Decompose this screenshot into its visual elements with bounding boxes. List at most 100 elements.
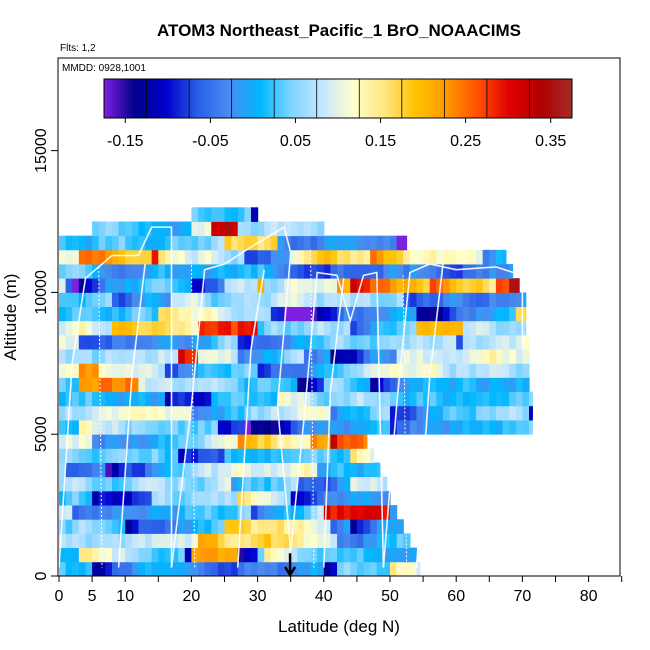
heatmap-cell [211, 278, 219, 293]
heatmap-cell [171, 462, 179, 478]
heatmap-cell [350, 533, 358, 549]
heatmap-cell [396, 420, 404, 435]
heatmap-cell [164, 377, 173, 393]
heatmap-cell [390, 292, 398, 307]
heatmap-cell [78, 519, 87, 534]
colorbar-segment [159, 79, 162, 118]
heatmap-cell [59, 448, 67, 463]
colorbar-segment [221, 79, 224, 118]
heatmap-cell [231, 420, 239, 435]
heatmap-cell [297, 462, 305, 478]
heatmap-cell [350, 519, 358, 534]
heatmap-cell [396, 561, 404, 577]
heatmap-cell [363, 235, 371, 251]
colorbar-segment [135, 79, 139, 118]
heatmap-cell [330, 405, 338, 421]
heatmap-cell [151, 420, 159, 435]
colorbar-segment [437, 79, 441, 118]
colorbar-segment [155, 79, 158, 118]
heatmap-cell [337, 363, 345, 378]
heatmap-cell [151, 519, 159, 534]
heatmap-cell [59, 434, 67, 449]
heatmap-cell [151, 448, 159, 463]
heatmap-cell [284, 420, 292, 435]
heatmap-cell [111, 434, 120, 449]
heatmap-cell [390, 363, 398, 378]
heatmap-cell [396, 334, 404, 350]
heatmap-cell [383, 249, 391, 265]
heatmap-cell [482, 420, 490, 435]
heatmap-cell [310, 519, 318, 534]
heatmap-cell [78, 377, 87, 393]
heatmap-cell [85, 349, 93, 364]
heatmap-cell [244, 434, 252, 449]
colorbar-segment [223, 79, 226, 118]
heatmap-cell [416, 363, 424, 378]
heatmap-cell [211, 420, 219, 435]
heatmap-cell [277, 448, 285, 463]
heatmap-cell [151, 405, 159, 421]
heatmap-cell [509, 320, 517, 336]
heatmap-cell [270, 547, 279, 563]
heatmap-cell [350, 561, 358, 577]
heatmap-cell [264, 561, 272, 577]
heatmap-cell [350, 377, 358, 393]
heatmap-cell [337, 505, 345, 520]
heatmap-cell [383, 264, 391, 279]
heatmap-cell [383, 476, 388, 492]
colorbar-segment [138, 79, 141, 118]
heatmap-cell [297, 391, 305, 407]
colorbar-segment [240, 79, 243, 118]
heatmap-cell [237, 476, 245, 492]
heatmap-cell [217, 391, 226, 407]
heatmap-cell [436, 292, 444, 307]
heatmap-cell [111, 448, 120, 463]
heatmap-cell [158, 519, 166, 534]
heatmap-cell [330, 264, 338, 279]
heatmap-cell [158, 349, 166, 364]
colorbar-segment [393, 79, 396, 118]
heatmap-cell [65, 278, 73, 293]
heatmap-cell [164, 235, 173, 251]
heatmap-cell [489, 391, 497, 407]
marker-head [284, 566, 297, 578]
heatmap-cell [290, 377, 298, 393]
heatmap-cell [376, 519, 384, 534]
heatmap-cell [277, 334, 285, 350]
heatmap-cell [171, 476, 179, 492]
heatmap-cell [98, 349, 106, 364]
heatmap-cell [270, 306, 279, 322]
heatmap-cell [145, 420, 153, 435]
heatmap-cell [78, 462, 87, 478]
heatmap-cell [270, 349, 279, 364]
heatmap-cell [515, 278, 520, 293]
heatmap-cell [343, 292, 351, 307]
heatmap-cell [92, 476, 100, 492]
heatmap-cell [105, 476, 113, 492]
heatmap-cell [178, 391, 186, 407]
heatmap-cell [337, 448, 345, 463]
heatmap-cell [383, 391, 391, 407]
heatmap-cell [118, 249, 126, 265]
heatmap-cell [317, 334, 325, 350]
colorbar-segment [214, 79, 218, 118]
heatmap-cell [310, 264, 318, 279]
heatmap-cell [403, 249, 411, 265]
colorbar-segment [129, 79, 133, 118]
heatmap-cell [158, 363, 166, 378]
heatmap-cell [231, 377, 239, 393]
heatmap-cell [217, 264, 226, 279]
heatmap-cell [92, 349, 100, 364]
heatmap-cell [370, 278, 378, 293]
heatmap-cell [264, 391, 272, 407]
heatmap-cell [343, 547, 351, 563]
heatmap-cell [416, 264, 424, 279]
heatmap-cell [191, 334, 199, 350]
heatmap-cell [98, 476, 106, 492]
heatmap-cell [184, 561, 192, 577]
heatmap-cell [509, 334, 517, 350]
heatmap-cell [204, 505, 212, 520]
heatmap-cell [244, 420, 252, 435]
heatmap-cell [125, 334, 133, 350]
heatmap-cell [191, 391, 199, 407]
